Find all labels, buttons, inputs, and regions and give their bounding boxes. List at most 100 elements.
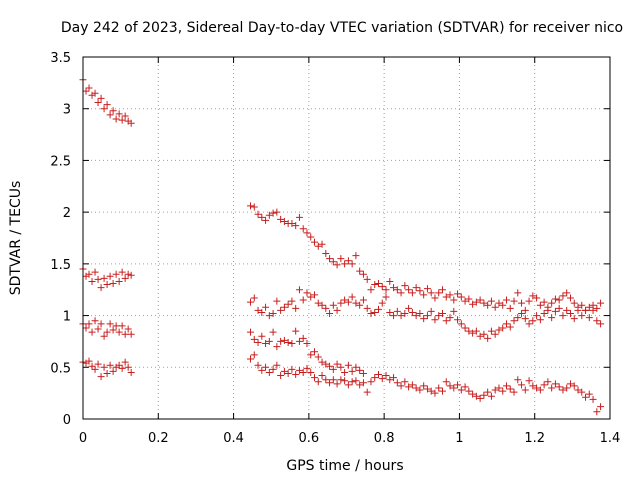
data-point [247, 202, 255, 210]
data-point [495, 384, 503, 392]
data-point [431, 316, 439, 324]
data-point [269, 365, 277, 373]
data-point [551, 295, 559, 303]
data-point [254, 361, 262, 369]
data-point [97, 320, 105, 328]
data-point [540, 310, 548, 318]
data-point [333, 380, 341, 388]
data-point [559, 386, 567, 394]
data-point [85, 84, 93, 92]
data-point [461, 383, 469, 391]
data-point [502, 296, 510, 304]
data-point [582, 306, 590, 314]
data-point [525, 297, 533, 305]
data-point [476, 296, 484, 304]
y-tick-label: 0 [63, 413, 71, 428]
data-point [454, 290, 462, 298]
data-point [258, 213, 266, 221]
axis-ticks [82, 56, 611, 420]
x-axis-tick-labels: 0 0.2 0.4 0.6 0.8 1 1.2 1.4 [79, 431, 620, 446]
y-axis-label: SDTVAR / TECUs [8, 181, 24, 296]
data-point [359, 379, 367, 387]
data-point [262, 363, 270, 371]
data-point [555, 304, 563, 312]
data-point [514, 376, 522, 384]
data-point [472, 327, 480, 335]
data-point [250, 294, 258, 302]
data-point [352, 363, 360, 371]
data-point [484, 334, 492, 342]
data-point [348, 293, 356, 301]
data-point [88, 362, 96, 370]
data-point [438, 286, 446, 294]
data-point [307, 293, 315, 301]
data-point [88, 277, 96, 285]
data-point [570, 382, 578, 390]
data-point [103, 369, 111, 377]
data-point [378, 283, 386, 291]
data-point [284, 369, 292, 377]
data-point [461, 297, 469, 305]
data-point [326, 255, 334, 263]
data-point [262, 303, 270, 311]
data-point [250, 335, 258, 343]
data-point [124, 363, 132, 371]
data-point [548, 314, 556, 322]
data-point [88, 328, 96, 336]
data-point [337, 376, 345, 384]
y-tick-label: 2.5 [50, 154, 71, 169]
data-point [326, 310, 334, 318]
data-point [442, 293, 450, 301]
data-point [269, 310, 277, 318]
data-point [311, 348, 319, 356]
data-point [254, 210, 262, 218]
data-point [499, 301, 507, 309]
data-point [378, 299, 386, 307]
data-point [597, 403, 605, 411]
data-point [82, 87, 90, 95]
data-point [518, 381, 526, 389]
data-point [314, 242, 322, 250]
data-point [254, 338, 262, 346]
data-point [371, 281, 379, 289]
grid-lines [83, 57, 610, 419]
data-point [258, 366, 266, 374]
data-point [292, 371, 300, 379]
data-point [518, 299, 526, 307]
data-point [510, 297, 518, 305]
data-point [491, 303, 499, 311]
data-point [91, 89, 99, 97]
data-point [495, 299, 503, 307]
data-point [484, 301, 492, 309]
data-point [423, 285, 431, 293]
data-point [344, 257, 352, 265]
data-point [333, 261, 341, 269]
data-point [344, 381, 352, 389]
data-point [371, 308, 379, 316]
data-point [97, 284, 105, 292]
data-point [521, 306, 529, 314]
data-point [393, 379, 401, 387]
data-point [121, 112, 129, 120]
data-point [250, 203, 258, 211]
data-point [401, 310, 409, 318]
data-point [469, 390, 477, 398]
x-tick-label: 1.4 [600, 431, 621, 446]
data-point [536, 301, 544, 309]
data-point [322, 360, 330, 368]
data-point [318, 372, 326, 380]
data-point [457, 320, 465, 328]
data-point [273, 343, 281, 351]
data-point [352, 252, 360, 260]
data-point [311, 291, 319, 299]
data-point [280, 367, 288, 375]
data-point [109, 107, 117, 115]
data-point [480, 391, 488, 399]
data-point [91, 317, 99, 325]
data-point [311, 238, 319, 246]
data-point [326, 362, 334, 370]
data-point [420, 382, 428, 390]
data-point [506, 323, 514, 331]
data-point [559, 292, 567, 300]
data-point [386, 308, 394, 316]
